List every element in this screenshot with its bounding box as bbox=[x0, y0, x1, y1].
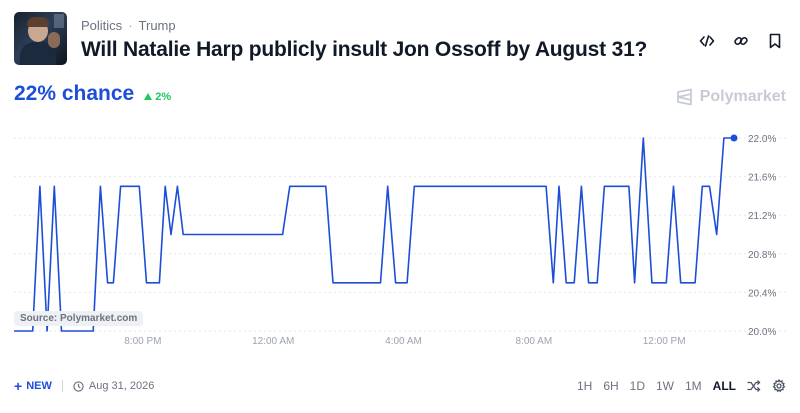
range-1w[interactable]: 1W bbox=[656, 379, 674, 393]
settings-button[interactable] bbox=[772, 379, 786, 393]
range-1m[interactable]: 1M bbox=[685, 379, 702, 393]
embed-icon bbox=[699, 35, 715, 47]
footer-divider bbox=[61, 380, 63, 392]
probability-chart[interactable]: 20.0% 20.4% 20.8% 21.2% 21.6% 22.0% 8:00 PM 12… bbox=[0, 118, 800, 358]
source-label: Source: Polymarket.com bbox=[14, 311, 144, 326]
page-title: Will Natalie Harp publicly insult Jon Os… bbox=[81, 38, 648, 61]
chart-grid bbox=[14, 137, 786, 332]
end-date: Aug 31, 2026 bbox=[73, 380, 154, 392]
shuffle-icon bbox=[747, 380, 761, 392]
last-point-marker bbox=[730, 134, 738, 142]
bookmark-button[interactable] bbox=[764, 30, 786, 52]
x-tick-label: 12:00 PM bbox=[643, 336, 686, 347]
breadcrumb-politics[interactable]: Politics bbox=[81, 18, 123, 33]
y-axis-ticks: 20.0% 20.4% 20.8% 21.2% 21.6% 22.0% bbox=[748, 134, 776, 338]
breadcrumb-trump[interactable]: Trump bbox=[138, 18, 176, 33]
series-line bbox=[14, 137, 734, 332]
x-axis-ticks: 8:00 PM 12:00 AM 4:00 AM 8:00 AM 12:00 PM bbox=[124, 336, 685, 347]
brand-name: Polymarket bbox=[699, 88, 786, 105]
time-range-selector: 1H 6H 1D 1W 1M ALL bbox=[577, 379, 786, 393]
y-tick-label: 21.6% bbox=[748, 173, 776, 184]
new-label: NEW bbox=[26, 380, 52, 392]
x-tick-label: 4:00 AM bbox=[385, 336, 422, 347]
plus-icon: + bbox=[14, 378, 23, 394]
y-tick-label: 21.2% bbox=[748, 211, 776, 222]
header-actions bbox=[696, 30, 786, 52]
end-date-value: Aug 31, 2026 bbox=[88, 380, 155, 392]
range-1h[interactable]: 1H bbox=[576, 379, 593, 393]
breadcrumb-separator: · bbox=[128, 18, 133, 33]
chance-delta: 2% bbox=[144, 91, 171, 103]
shuffle-button[interactable] bbox=[747, 379, 761, 393]
range-1d[interactable]: 1D bbox=[629, 379, 645, 393]
y-tick-label: 22.0% bbox=[748, 134, 776, 145]
x-tick-label: 8:00 AM bbox=[515, 336, 552, 347]
chance-delta-value: 2% bbox=[155, 90, 172, 103]
breadcrumb: Politics · Trump bbox=[81, 18, 176, 33]
y-tick-label: 20.8% bbox=[748, 250, 776, 261]
arrow-up-icon bbox=[144, 93, 153, 100]
range-all[interactable]: ALL bbox=[712, 379, 736, 393]
embed-button[interactable] bbox=[696, 30, 718, 52]
polymarket-watermark: Polymarket bbox=[676, 88, 786, 106]
chance-summary: 22% chance 2% bbox=[14, 82, 171, 106]
polymarket-logo-icon bbox=[676, 88, 692, 106]
chart-footer: + NEW Aug 31, 2026 1H 6H 1D 1W 1M ALL bbox=[14, 377, 786, 395]
y-tick-label: 20.4% bbox=[748, 288, 776, 299]
y-tick-label: 20.0% bbox=[748, 327, 776, 338]
x-tick-label: 8:00 PM bbox=[124, 336, 161, 347]
bookmark-icon bbox=[769, 33, 781, 49]
range-6h[interactable]: 6H bbox=[603, 379, 619, 393]
copy-link-button[interactable] bbox=[730, 30, 752, 52]
x-tick-label: 12:00 AM bbox=[252, 336, 294, 347]
chance-value: 22% chance bbox=[14, 82, 135, 105]
new-button[interactable]: + NEW bbox=[14, 379, 52, 393]
market-thumbnail bbox=[14, 12, 67, 65]
gear-icon bbox=[772, 379, 786, 393]
clock-icon bbox=[73, 380, 84, 392]
link-icon bbox=[734, 36, 748, 46]
market-header: Politics · Trump Will Natalie Harp publi… bbox=[14, 12, 786, 68]
